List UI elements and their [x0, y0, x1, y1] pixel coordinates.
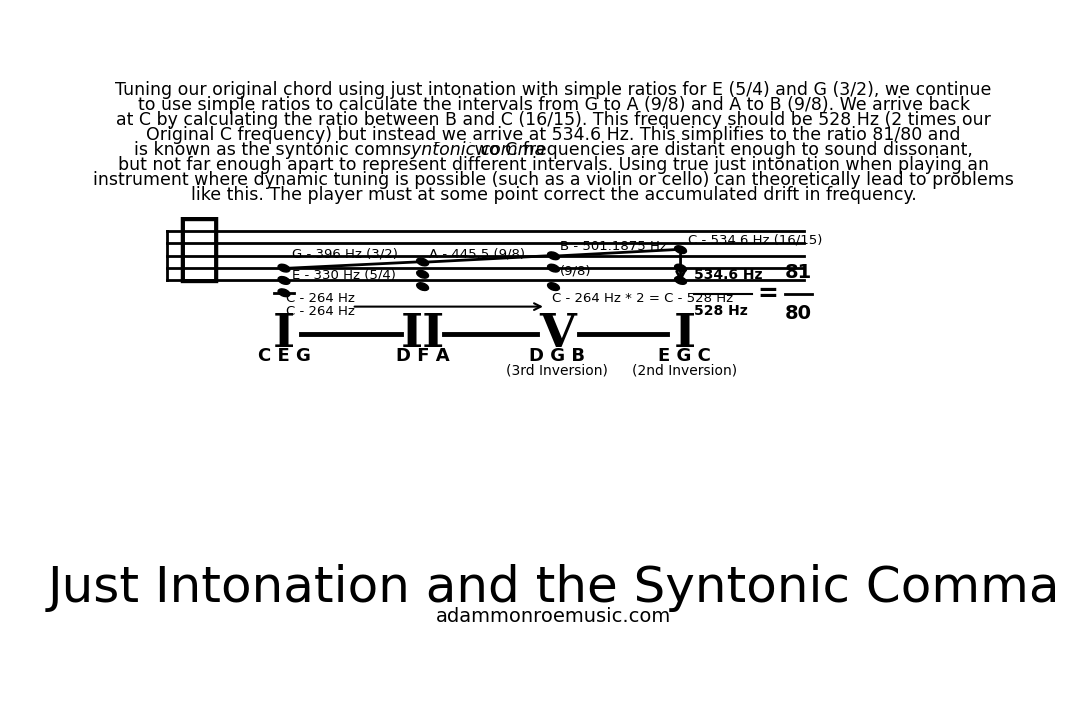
Text: 𝄞: 𝄞 [176, 213, 221, 286]
Text: 528 Hz: 528 Hz [694, 304, 748, 318]
Text: G - 396 Hz (3/2): G - 396 Hz (3/2) [292, 248, 397, 261]
Text: A - 445.5 (9/8): A - 445.5 (9/8) [429, 248, 525, 261]
Ellipse shape [548, 252, 559, 260]
Text: E G C: E G C [658, 347, 711, 365]
Text: adammonroemusic.com: adammonroemusic.com [436, 607, 671, 626]
Text: like this. The player must at some point correct the accumulated drift in freque: like this. The player must at some point… [191, 186, 916, 204]
Text: C - 264 Hz: C - 264 Hz [285, 305, 354, 318]
Text: E - 330 Hz (5/4): E - 330 Hz (5/4) [292, 269, 395, 282]
Ellipse shape [675, 246, 687, 253]
Ellipse shape [675, 276, 687, 284]
Text: D F A: D F A [395, 347, 449, 365]
Ellipse shape [278, 276, 289, 284]
Text: to use simple ratios to calculate the intervals from G to A (9/8) and A to B (9/: to use simple ratios to calculate the in… [137, 96, 970, 114]
Ellipse shape [278, 264, 289, 272]
Text: V: V [539, 311, 576, 357]
Text: C - 264 Hz * 2 = C - 528 Hz: C - 264 Hz * 2 = C - 528 Hz [552, 292, 733, 305]
Text: 81: 81 [785, 263, 812, 282]
Text: II: II [401, 311, 445, 357]
Text: but not far enough apart to represent different intervals. Using true just inton: but not far enough apart to represent di… [118, 156, 989, 174]
FancyBboxPatch shape [402, 143, 473, 156]
Text: 534.6 Hz: 534.6 Hz [694, 268, 762, 282]
Text: C - 534.6 Hz (16/15): C - 534.6 Hz (16/15) [688, 233, 823, 246]
Ellipse shape [675, 264, 687, 272]
Text: =: = [757, 282, 778, 305]
Ellipse shape [417, 283, 429, 290]
Text: Tuning our original chord using just intonation with simple ratios for E (5/4) a: Tuning our original chord using just int… [116, 81, 991, 99]
Text: at C by calculating the ratio between B and C (16/15). This frequency should be : at C by calculating the ratio between B … [116, 112, 991, 130]
Text: I: I [273, 311, 295, 357]
Text: (9/8): (9/8) [559, 264, 591, 277]
Text: (2nd Inversion): (2nd Inversion) [632, 364, 737, 377]
Text: C - 264 Hz: C - 264 Hz [285, 292, 354, 305]
Ellipse shape [278, 289, 289, 297]
Text: B - 501.1875 Hz: B - 501.1875 Hz [559, 240, 666, 253]
Text: Original C frequency) but instead we arrive at 534.6 Hz. This simplifies to the : Original C frequency) but instead we arr… [146, 126, 961, 144]
Ellipse shape [548, 264, 559, 272]
Text: 80: 80 [785, 304, 812, 323]
Text: is known as the syntonic comma. Our two C frequencies are distant enough to soun: is known as the syntonic comma. Our two … [134, 141, 973, 159]
Ellipse shape [417, 271, 429, 278]
Text: instrument where dynamic tuning is possible (such as a violin or cello) can theo: instrument where dynamic tuning is possi… [93, 171, 1014, 189]
Text: I: I [673, 311, 696, 357]
Text: Just Intonation and the Syntonic Comma: Just Intonation and the Syntonic Comma [48, 564, 1059, 613]
Text: syntonic comma: syntonic comma [402, 141, 545, 159]
Text: C E G: C E G [257, 347, 310, 365]
Ellipse shape [417, 258, 429, 266]
Text: (3rd Inversion): (3rd Inversion) [507, 364, 608, 377]
Ellipse shape [548, 283, 559, 290]
Text: D G B: D G B [529, 347, 585, 365]
